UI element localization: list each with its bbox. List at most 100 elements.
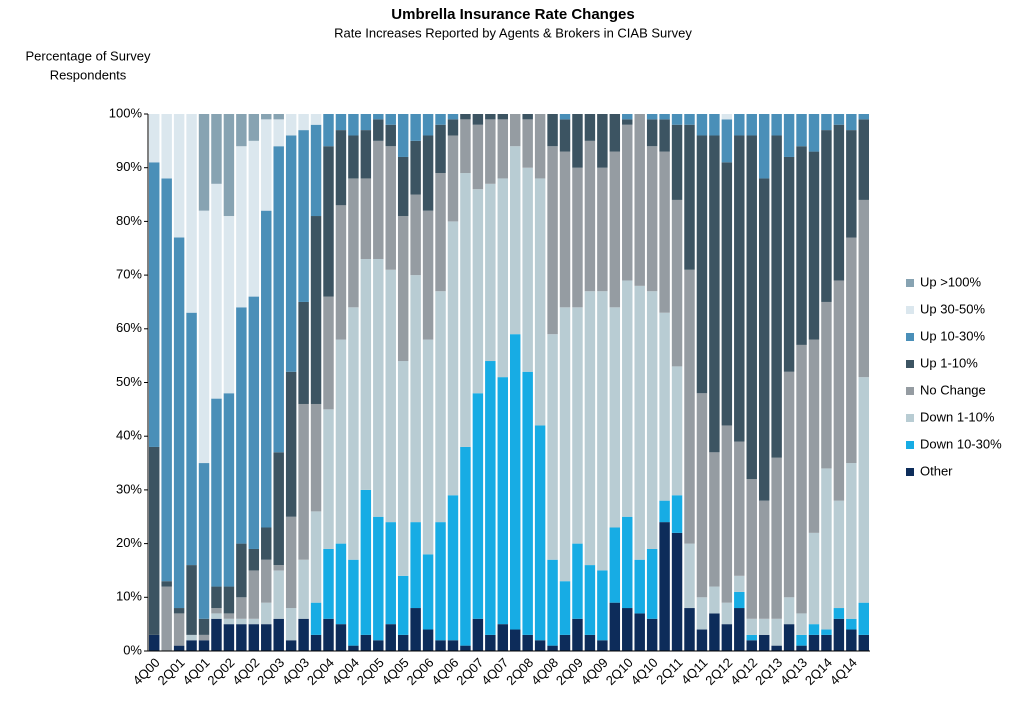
bar-segment xyxy=(746,135,757,480)
bar-segment xyxy=(547,559,558,646)
bar-segment xyxy=(696,597,708,630)
bar-segment xyxy=(285,135,297,372)
bar-segment xyxy=(310,634,322,651)
bar-segment xyxy=(385,114,396,125)
bar-segment xyxy=(298,114,309,131)
y-tick-label: 100% xyxy=(109,105,143,120)
bar-segment xyxy=(584,565,596,635)
bar-segment xyxy=(684,543,695,609)
bar-segment xyxy=(435,173,446,292)
bar-segment xyxy=(572,307,583,544)
bar-segment xyxy=(273,146,284,453)
bar-segment xyxy=(236,114,247,147)
bar-segment xyxy=(397,156,409,217)
x-tick-label: 2Q06 xyxy=(404,655,437,688)
bar-segment xyxy=(211,608,222,614)
bar-segment xyxy=(734,608,745,651)
legend-swatch xyxy=(906,279,914,287)
bar-segment xyxy=(285,371,297,517)
bar-segment xyxy=(348,645,359,651)
bar-segment xyxy=(248,296,260,549)
legend-label: Down 1-10% xyxy=(920,409,995,424)
bar-segment xyxy=(659,500,670,523)
bar-segment xyxy=(808,624,820,635)
bar-segment xyxy=(796,645,807,651)
bar-segment xyxy=(709,114,720,136)
bar-segment xyxy=(285,114,297,136)
bar-segment xyxy=(173,114,185,238)
bar-segment xyxy=(248,618,260,625)
bar-segment xyxy=(609,527,621,603)
bar-segment xyxy=(796,344,807,614)
bar-segment xyxy=(833,114,845,125)
legend-swatch xyxy=(906,360,914,368)
bar-segment xyxy=(373,516,384,641)
bar-segment xyxy=(659,522,670,651)
y-tick-label: 0% xyxy=(123,642,142,657)
bar-segment xyxy=(248,140,260,297)
x-tick-label: 2Q04 xyxy=(304,655,337,688)
bar-segment xyxy=(161,586,172,651)
bar-segment xyxy=(833,608,845,619)
bar-segment xyxy=(385,522,396,625)
bar-segment xyxy=(186,634,197,641)
bar-segment xyxy=(198,640,210,651)
bar-segment xyxy=(746,479,757,619)
bar-segment xyxy=(335,114,347,131)
bar-segment xyxy=(783,156,795,372)
bar-segment xyxy=(522,114,533,120)
legend-label: Up 30-50% xyxy=(920,301,985,316)
x-tick-label: 2Q10 xyxy=(603,655,636,688)
bar-segment xyxy=(584,291,596,566)
bar-segment xyxy=(808,114,820,152)
bar-segment xyxy=(771,618,782,646)
y-tick-label: 40% xyxy=(116,428,142,443)
bar-segment xyxy=(646,291,658,549)
bar-segment xyxy=(721,162,733,426)
bar-segment xyxy=(335,205,347,340)
x-tick-label: 2Q03 xyxy=(254,655,287,688)
bar-segment xyxy=(298,618,309,651)
bar-segment xyxy=(746,634,757,641)
bar-segment xyxy=(522,167,533,372)
bar-segment xyxy=(285,640,297,651)
bar-segment xyxy=(472,618,484,651)
bar-segment xyxy=(622,516,633,609)
bar-segment xyxy=(148,114,160,163)
bar-segment xyxy=(559,114,571,120)
bar-segment xyxy=(858,114,870,120)
bar-segment xyxy=(198,210,210,464)
bar-segment xyxy=(846,629,857,651)
bar-segment xyxy=(310,216,322,404)
bar-segment xyxy=(161,114,172,179)
bar-segment xyxy=(758,500,770,619)
bar-segment xyxy=(609,602,621,651)
bar-segment xyxy=(410,194,421,276)
bar-segment xyxy=(559,119,571,152)
bar-segment xyxy=(335,130,347,206)
bar-segment xyxy=(758,114,770,179)
bar-segment xyxy=(236,618,247,625)
bar-segment xyxy=(846,130,857,238)
bar-segment xyxy=(460,645,471,651)
bar-segment xyxy=(447,135,459,222)
bar-segment xyxy=(236,307,247,544)
bar-segment xyxy=(609,151,621,308)
x-tick-label: 4Q05 xyxy=(379,655,412,688)
bar-segment xyxy=(422,629,434,651)
bar-segment xyxy=(273,114,284,120)
bar-segment xyxy=(771,645,782,651)
bar-segment xyxy=(211,586,222,609)
bar-segment xyxy=(348,307,359,560)
bar-segment xyxy=(522,119,533,168)
bar-segment xyxy=(509,146,521,335)
bar-segment xyxy=(373,114,384,120)
bar-segment xyxy=(360,258,372,490)
x-tick-label: 4Q14 xyxy=(827,655,860,688)
bar-segment xyxy=(261,559,272,603)
bar-segment xyxy=(173,645,185,651)
bar-segment xyxy=(248,548,260,571)
bar-segment xyxy=(261,527,272,560)
bar-segment xyxy=(783,371,795,598)
bar-segment xyxy=(397,114,409,157)
